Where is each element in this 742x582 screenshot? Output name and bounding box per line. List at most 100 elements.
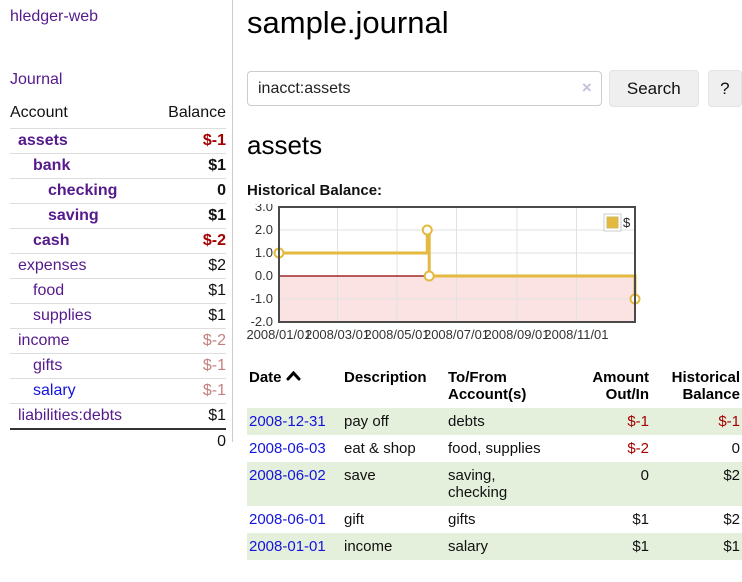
search-form: × Search ? [247, 70, 742, 107]
account-name-cell: expenses [10, 253, 153, 279]
x-axis-tick-label: 2008/07/01 [424, 327, 489, 342]
register-header-row: Date Description To/From Account(s) Amount … [247, 367, 742, 408]
account-row: income $-2 [10, 328, 226, 354]
y-axis-tick-label: 2.0 [255, 222, 273, 237]
transaction-date-link[interactable]: 2008-06-03 [249, 440, 326, 457]
clear-search-icon[interactable]: × [581, 78, 592, 97]
historical-balance-chart: $3.0 2.0 1.0 0.0 -1.0 -2.0 2008/01/01 2008/03/0… [241, 204, 742, 354]
accounts-total-value: 0 [10, 428, 226, 454]
y-axis-tick-label: -2.0 [251, 314, 273, 329]
y-axis-tick-label: 3.0 [255, 204, 273, 214]
register-col-description[interactable]: Description [344, 367, 448, 408]
transaction-description: gift [344, 511, 365, 528]
account-row: supplies $1 [10, 303, 226, 329]
legend-label: $ [623, 215, 631, 230]
register-col-label: To/From Account(s) [448, 369, 527, 403]
account-name-cell: checking [10, 178, 153, 204]
account-link[interactable]: cash [33, 232, 70, 249]
transaction-date-link[interactable]: 2008-01-01 [249, 538, 326, 555]
search-input[interactable] [247, 71, 602, 106]
register-col-label: Date [249, 369, 282, 386]
plot-border [278, 206, 636, 323]
transaction-date-cell: 2008-01-01 [247, 533, 344, 560]
transaction-date-link[interactable]: 2008-06-02 [249, 467, 326, 484]
account-name-cell: gifts [10, 353, 153, 379]
register-col-amount[interactable]: Amount Out/In [565, 367, 649, 408]
account-name-cell: bank [10, 153, 153, 179]
accounts-header-account: Account [10, 104, 68, 121]
transaction-amount: $1 [632, 511, 649, 528]
transaction-date-link[interactable]: 2008-06-01 [249, 511, 326, 528]
account-row: saving $1 [10, 203, 226, 229]
account-balance: $1 [152, 278, 226, 304]
account-link[interactable]: food [33, 282, 65, 299]
transaction-description: pay off [344, 413, 389, 430]
transaction-row: 2008-06-03 eat & shop food, supplies $-2 0 [247, 435, 742, 462]
transaction-accounts: food, supplies [448, 440, 541, 457]
search-button[interactable]: Search [608, 70, 699, 107]
register-col-label: Description [344, 369, 427, 386]
x-axis-tick-label: 2008/09/01 [484, 327, 549, 342]
account-link[interactable]: supplies [33, 307, 92, 324]
account-balance: $1 [152, 203, 226, 229]
account-heading: assets [247, 130, 323, 160]
transaction-amount: 0 [640, 467, 649, 484]
transaction-date-cell: 2008-06-01 [247, 506, 344, 533]
page-title: sample.journal [247, 5, 449, 40]
sidebar-item-journal[interactable]: Journal [10, 71, 63, 88]
account-link[interactable]: gifts [33, 357, 63, 374]
register-col-date[interactable]: Date [247, 367, 344, 408]
transaction-description: save [344, 467, 376, 484]
y-axis-tick-label: -1.0 [251, 291, 273, 306]
transaction-amount: $-1 [627, 413, 649, 430]
sidebar: hledger-web Journal Account Balance asse… [0, 0, 233, 454]
y-axis-tick-label: 0.0 [255, 268, 273, 283]
account-name-cell: salary [10, 378, 153, 404]
help-button[interactable]: ? [707, 70, 742, 107]
accounts-total-row: 0 [10, 428, 226, 454]
transaction-date-link[interactable]: 2008-12-31 [249, 413, 326, 430]
transaction-balance: $1 [723, 538, 740, 555]
account-link[interactable]: assets [18, 132, 68, 149]
transaction-date-cell: 2008-06-03 [247, 435, 344, 462]
register-table: Date Description To/From Account(s) Amount … [247, 367, 742, 560]
account-balance: $-1 [152, 353, 226, 379]
accounts-header-row: Account Balance [10, 102, 226, 129]
account-balance: $1 [152, 403, 226, 429]
transaction-accounts: saving, checking [448, 467, 508, 501]
transaction-row: 2008-01-01 income salary $1 $1 [247, 533, 742, 560]
account-name-cell: liabilities:debts [10, 403, 153, 429]
transaction-date-cell: 2008-06-02 [247, 462, 344, 506]
legend-swatch [606, 216, 619, 229]
account-row: liabilities:debts $1 [10, 403, 226, 429]
account-name-cell: income [10, 328, 153, 354]
account-link[interactable]: saving [48, 207, 99, 224]
data-point-marker [423, 270, 435, 282]
account-row: expenses $2 [10, 253, 226, 279]
account-link[interactable]: income [18, 332, 70, 349]
main-content: sample.journal × Search ? assets Histori… [246, 0, 742, 560]
account-name-cell: saving [10, 203, 153, 229]
chart-canvas: $3.0 2.0 1.0 0.0 -1.0 -2.02008/01/012008/03/0… [246, 204, 641, 342]
transaction-accounts: salary [448, 538, 489, 555]
app-brand-link[interactable]: hledger-web [10, 8, 99, 25]
register-col-balance[interactable]: Historical Balance [649, 367, 742, 408]
account-link[interactable]: salary [33, 382, 76, 399]
account-row: food $1 [10, 278, 226, 304]
account-link[interactable]: liabilities:debts [18, 407, 123, 424]
account-name-cell: cash [10, 228, 153, 254]
search-input-wrap: × [247, 71, 602, 106]
register-col-label: Historical Balance [671, 369, 740, 403]
transaction-description: income [344, 538, 393, 555]
account-name-cell: supplies [10, 303, 153, 329]
account-link[interactable]: bank [33, 157, 71, 174]
register-col-label: Amount Out/In [592, 369, 649, 403]
accounts-table: Account Balance assets $-1 bank $1 checking 0… [10, 102, 226, 454]
account-link[interactable]: checking [48, 182, 118, 199]
account-balance: 0 [152, 178, 226, 204]
account-balance: $-1 [152, 128, 226, 154]
account-link[interactable]: expenses [18, 257, 87, 274]
register-col-accounts[interactable]: To/From Account(s) [448, 367, 565, 408]
account-row: cash $-2 [10, 228, 226, 254]
x-axis-tick-label: 2008/03/01 [305, 327, 370, 342]
